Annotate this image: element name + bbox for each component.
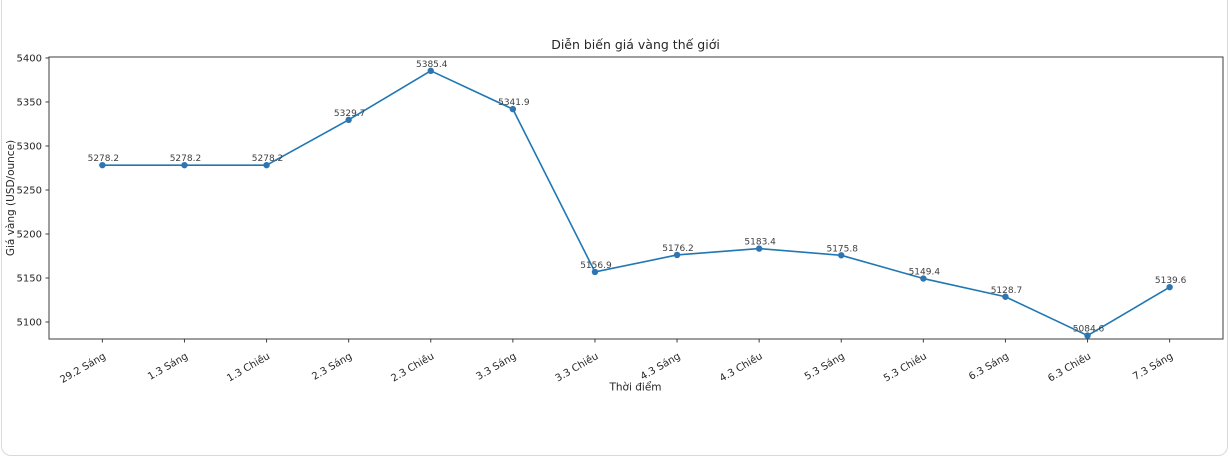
chart-card <box>1 0 1228 456</box>
y-axis-label: Giá vàng (USD/ounce) <box>5 140 17 256</box>
x-tick-label: 4.3 Sáng <box>638 350 682 383</box>
x-tick-label: 4.3 Chiều <box>717 350 764 384</box>
point-value-label: 5183.4 <box>744 238 776 248</box>
point-value-label: 5175.8 <box>826 244 858 254</box>
y-tick-label: 5150 <box>17 274 42 285</box>
data-point <box>838 252 845 259</box>
x-axis-label: Thời điểm <box>608 381 661 394</box>
data-point <box>99 161 106 169</box>
data-point <box>263 161 270 169</box>
x-tick-label: 6.3 Sáng <box>967 350 1011 383</box>
point-value-label: 5084.6 <box>1073 325 1105 335</box>
point-value-label: 5385.4 <box>416 60 448 70</box>
data-point <box>1166 283 1173 291</box>
data-point <box>591 268 599 276</box>
x-tick-label: 2.3 Sáng <box>310 350 354 383</box>
axes-spines <box>48 56 1224 340</box>
price-line <box>102 70 1171 337</box>
chart-title: Diễn biến giá vàng thế giới <box>551 37 720 52</box>
y-tick-label: 5200 <box>17 229 42 240</box>
x-tick-label: 3.3 Chiều <box>553 350 600 384</box>
y-tick-label: 5100 <box>17 318 42 329</box>
x-tick-label: 1.3 Chiều <box>225 350 272 384</box>
x-tick-label: 7.3 Sáng <box>1131 350 1175 383</box>
y-tick-label: 5400 <box>17 53 42 64</box>
point-value-label: 5128.7 <box>991 286 1023 296</box>
point-value-label: 5156.9 <box>580 261 612 271</box>
data-point <box>345 116 352 124</box>
point-value-label: 5149.4 <box>909 268 941 278</box>
x-tick-label: 5.3 Chiều <box>882 350 929 384</box>
data-point <box>1002 293 1009 300</box>
point-value-label: 5176.2 <box>662 244 694 254</box>
y-tick-label: 5300 <box>17 141 42 152</box>
point-value-label: 5278.2 <box>88 154 120 164</box>
data-point <box>427 67 434 75</box>
point-value-label: 5139.6 <box>1155 276 1187 286</box>
point-value-label: 5329.7 <box>334 109 366 119</box>
point-value-label: 5278.2 <box>170 154 202 164</box>
point-value-label: 5278.2 <box>252 154 284 164</box>
data-point <box>755 245 763 252</box>
data-point <box>181 161 188 169</box>
x-tick-label: 2.3 Chiều <box>389 350 436 384</box>
y-tick-label: 5350 <box>17 97 42 108</box>
x-tick-label: 29.2 Sáng <box>58 350 108 386</box>
x-tick-label: 6.3 Chiều <box>1046 350 1093 384</box>
x-tick-label: 3.3 Sáng <box>474 350 518 383</box>
data-point <box>509 105 517 113</box>
y-tick-label: 5250 <box>17 185 42 196</box>
x-tick-label: 1.3 Sáng <box>146 350 190 383</box>
plot-frame: 5100 5150 5200 5250 5300 5350 5400 29.2 Sáng 1.3… <box>17 53 1224 386</box>
x-tick-label: 5.3 Sáng <box>802 350 846 383</box>
gold-price-line-chart: Diễn biến giá vàng thế giới Thời điểm Gi… <box>5 37 1224 394</box>
data-point <box>920 275 927 282</box>
data-point <box>673 251 681 259</box>
point-value-label: 5341.9 <box>498 98 530 108</box>
data-point <box>1084 332 1091 339</box>
plot-series: 5278.2 5278.2 5278.2 5329.7 5385.4 5341.9 5156… <box>88 60 1187 339</box>
